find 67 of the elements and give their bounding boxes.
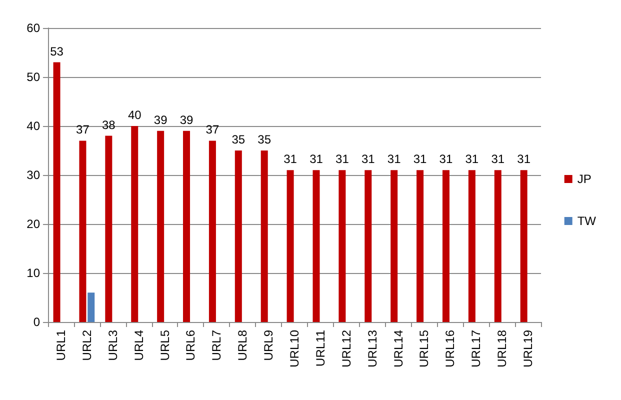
data-label: 35	[232, 132, 246, 146]
data-label: 37	[76, 122, 90, 137]
x-tick-label: URL10	[288, 330, 302, 368]
y-tick-label: 60	[26, 21, 40, 35]
legend-label: JP	[577, 172, 592, 186]
x-tick-label: URL4	[132, 330, 146, 361]
x-tick-label: URL17	[469, 330, 484, 368]
x-tick-label: URL9	[262, 330, 276, 361]
x-tick-label: URL5	[158, 330, 172, 361]
bar	[520, 170, 528, 322]
data-label: 31	[465, 152, 479, 166]
bar	[79, 140, 86, 322]
data-label: 31	[491, 152, 505, 166]
x-tick-label: URL2	[80, 330, 94, 361]
bar	[390, 170, 398, 322]
data-label: 40	[128, 108, 142, 122]
bar	[260, 150, 268, 322]
bar	[53, 62, 60, 322]
data-label: 31	[336, 152, 350, 166]
bar	[183, 130, 190, 322]
x-tick-label: URL18	[495, 330, 510, 368]
x-tick-label: URL11	[313, 330, 328, 366]
bar	[286, 170, 294, 322]
bar	[416, 170, 424, 322]
data-label: 31	[439, 152, 453, 166]
data-label: 31	[361, 152, 376, 166]
data-label: 53	[50, 44, 64, 58]
legend-label: TW	[577, 214, 597, 228]
y-tick-label: 30	[26, 168, 40, 182]
x-tick-label: URL1	[54, 330, 68, 361]
bar	[312, 170, 320, 322]
data-label: 38	[102, 118, 116, 132]
bar	[105, 136, 112, 322]
y-tick-label: 10	[26, 266, 40, 280]
data-label: 31	[310, 152, 324, 166]
x-tick-label: URL16	[443, 330, 458, 368]
data-label: 31	[387, 152, 402, 166]
bar	[364, 170, 372, 322]
data-label: 31	[284, 152, 298, 166]
x-tick-label: URL8	[236, 330, 250, 361]
bar	[338, 170, 346, 322]
y-tick-label: 40	[26, 119, 40, 133]
y-tick-label: 50	[26, 70, 40, 84]
bar	[494, 170, 502, 322]
data-label: 39	[180, 112, 194, 127]
bar	[157, 130, 164, 322]
bar	[234, 150, 242, 322]
data-label: 31	[413, 152, 428, 166]
x-tick-label: URL14	[391, 330, 406, 368]
x-tick-label: URL13	[365, 330, 380, 368]
x-tick-label: URL7	[210, 330, 224, 361]
y-tick-label: 20	[26, 217, 40, 231]
x-tick-label: URL6	[184, 330, 198, 361]
bar	[442, 170, 450, 322]
bar	[208, 140, 216, 322]
bar	[468, 170, 476, 322]
bar	[131, 126, 138, 322]
x-tick-label: URL3	[106, 330, 120, 361]
data-label: 39	[154, 112, 168, 127]
data-label: 31	[517, 152, 531, 166]
x-tick-label: URL12	[339, 330, 354, 368]
data-label: 37	[206, 122, 220, 137]
y-tick-label: 0	[33, 315, 40, 329]
data-label: 35	[258, 132, 272, 146]
bar	[88, 292, 95, 322]
x-tick-label: URL19	[521, 330, 536, 368]
x-tick-label: URL15	[417, 330, 432, 368]
